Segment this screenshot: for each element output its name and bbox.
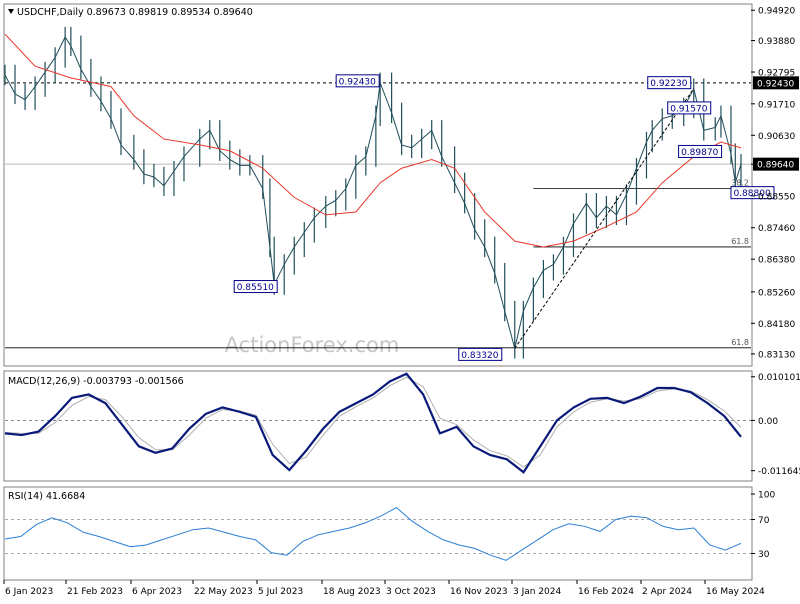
time-axis-label: 6 Jan 2023: [5, 587, 53, 597]
signal-line: [4, 376, 742, 468]
watermark-text: ActionForex.com: [225, 333, 400, 357]
time-axis-label: 18 Aug 2023: [323, 587, 381, 597]
dropdown-triangle-icon[interactable]: [8, 9, 14, 14]
time-axis-label: 3 Jan 2024: [513, 587, 561, 597]
annotation-label: 0.92230: [650, 79, 687, 89]
rsi-panel-title: RSI(14) 41.6684: [8, 491, 85, 502]
annotation-box: [335, 74, 380, 88]
price-annotations-layer: 0.92430 0.85510 0.83320 0.92230 0.91570 0.898…: [233, 74, 775, 361]
fib-label: 61.8: [731, 338, 749, 347]
price-axis-tick-label: 0.91710: [758, 100, 795, 110]
resistance-marker: [753, 76, 799, 90]
price-axis-tick-label: 0.86380: [758, 256, 795, 266]
annotation-box: [647, 76, 692, 90]
macd-axis-tick-label: 0.010101: [758, 373, 800, 383]
rsi-axis-tick-label: 30: [758, 550, 770, 560]
annotation-box: [233, 280, 278, 294]
annotation-label: 0.92430: [339, 77, 376, 87]
macd-panel-title: MACD(12,26,9) -0.003793 -0.001566: [8, 376, 184, 387]
rsi-layer: 100 70 30: [4, 491, 775, 561]
watermark-layer: ActionForex.com: [225, 333, 400, 357]
macd-panel-frame: [3, 370, 753, 482]
price-axis-tick-label: 0.94920: [758, 7, 795, 17]
fib-label: 38.2: [731, 179, 749, 188]
annotation-box: [678, 144, 723, 158]
resistance-label: 0.92430: [757, 79, 794, 89]
time-axis: 6 Jan 2023 21 Feb 2023 6 Apr 2023 22 May 20…: [3, 580, 765, 597]
time-axis-label: 22 May 2023: [194, 587, 253, 597]
price-axis-tick-label: 0.92795: [758, 69, 795, 79]
price-axis-tick-label: 0.83130: [758, 350, 795, 360]
trendline: [514, 88, 695, 349]
price-axis-tick-label: 0.84180: [758, 320, 795, 330]
price-axis-tick-label: 0.88550: [758, 192, 795, 202]
annotation-label: 0.91570: [670, 104, 707, 114]
price-axis: 0.94920 0.93880 0.92795 0.91710 0.90630 0.885…: [751, 7, 799, 360]
annotation-box: [667, 101, 712, 115]
time-axis-label: 5 Jul 2023: [258, 587, 303, 597]
time-axis-label: 16 May 2024: [706, 587, 765, 597]
price-axis-tick-label: 0.93880: [758, 37, 795, 47]
price-axis-tick-label: 0.85260: [758, 288, 795, 298]
time-axis-label: 6 Apr 2023: [132, 587, 182, 597]
time-axis-label: 2 Apr 2024: [642, 587, 692, 597]
macd-axis-tick-label: 0.00: [758, 417, 778, 427]
macd-line: [4, 372, 742, 474]
time-axis-label: 16 Feb 2024: [578, 587, 634, 597]
annotation-label: 0.89870: [681, 148, 718, 158]
rsi-line: [4, 506, 742, 561]
moving-average-line: [4, 33, 742, 248]
rsi-axis-tick-label: 100: [758, 491, 775, 501]
rsi-panel-frame: [3, 486, 753, 581]
time-axis-label: 16 Nov 2023: [450, 587, 508, 597]
price-series-layer: [4, 26, 742, 359]
time-axis-label: 3 Oct 2023: [386, 587, 436, 597]
price-axis-tick-label: 0.87460: [758, 224, 795, 234]
annotation-label: 0.83320: [461, 351, 498, 361]
price-axis-tick-label: 0.90630: [758, 132, 795, 142]
time-axis-label: 21 Feb 2023: [67, 587, 123, 597]
annotation-label: 0.88800: [733, 189, 770, 199]
annotation-label: 0.85510: [237, 283, 274, 293]
last-price-marker: [753, 157, 799, 171]
rsi-axis-tick-label: 70: [758, 516, 770, 526]
annotation-box: [730, 186, 775, 200]
macd-axis-tick-label: -0.011645: [758, 467, 800, 477]
price-line: [4, 36, 742, 349]
price-panel-title: USDCHF,Daily 0.89673 0.89819 0.89534 0.8…: [17, 7, 253, 18]
fib-label: 61.8: [731, 237, 749, 246]
annotation-box: [458, 347, 503, 361]
macd-layer: 0.010101 0.00 -0.011645: [4, 372, 800, 477]
last-price-label: 0.89640: [757, 161, 794, 171]
